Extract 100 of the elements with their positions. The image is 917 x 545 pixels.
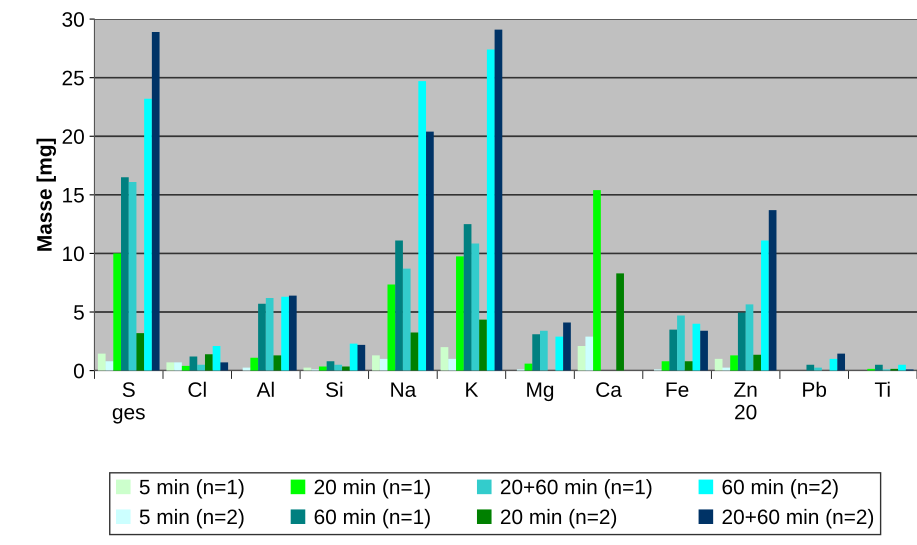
bar: [662, 361, 670, 371]
legend-label: 5 min (n=1): [140, 479, 244, 498]
bar: [197, 364, 205, 371]
bar: [418, 81, 426, 371]
legend-label: 60 min (n=1): [314, 508, 430, 528]
legend-label: 5 min (n=2): [140, 508, 244, 528]
bar: [563, 322, 571, 371]
x-tick-label: Ca: [596, 382, 622, 398]
legend-label: 20+60 min (n=2): [722, 508, 874, 528]
bar: [152, 32, 160, 371]
bar: [540, 330, 548, 371]
bar: [761, 240, 769, 371]
x-tick-label: K: [466, 382, 478, 397]
bar: [440, 347, 448, 371]
x-tick-label: Mg: [527, 382, 554, 402]
bar: [380, 358, 388, 371]
bar: [524, 364, 532, 371]
x-tick-label: Na: [391, 382, 416, 398]
bar: [730, 355, 738, 371]
bar: [814, 368, 822, 371]
y-tick-label: 0: [74, 364, 84, 378]
bar: [220, 362, 228, 371]
bar: [555, 336, 564, 371]
bar: [174, 362, 182, 371]
bar: [898, 364, 906, 371]
y-tick-label: 20: [62, 129, 84, 144]
bar: [830, 358, 838, 371]
bar: [479, 320, 487, 371]
bar: [426, 132, 434, 371]
bar: [448, 358, 456, 371]
x-tick-label: Al: [256, 382, 274, 397]
bar: [875, 364, 883, 371]
bar: [669, 330, 678, 371]
x-tick-label: Fe: [666, 382, 688, 398]
bar: [700, 330, 708, 371]
bar: [746, 304, 754, 371]
bar: [837, 354, 846, 371]
bar: [304, 368, 312, 371]
bar: [471, 243, 480, 371]
bar: [593, 190, 601, 371]
bar: [372, 355, 380, 371]
bar: [250, 358, 258, 371]
bar: [464, 224, 472, 371]
bar: [395, 240, 403, 371]
x-tick-label: Pb: [803, 382, 826, 398]
y-tick-label: 5: [74, 305, 84, 320]
y-tick-label: 15: [63, 188, 84, 203]
y-tick-label: 25: [62, 70, 84, 86]
bar: [274, 355, 282, 371]
bar: [136, 333, 144, 371]
legend-label: 60 min (n=2): [722, 479, 838, 498]
x-tick-label: S ges: [112, 382, 145, 424]
y-tick-label: 30: [62, 12, 84, 27]
bar: [182, 366, 190, 371]
x-tick-label: Ti: [874, 382, 890, 397]
bar: [578, 346, 586, 371]
bar: [532, 334, 540, 371]
bar: [585, 336, 594, 371]
y-tick-label: 10: [63, 246, 84, 262]
bar: [106, 361, 114, 371]
bar: [190, 356, 198, 371]
legend-label: 20 min (n=1): [314, 479, 430, 498]
bar: [410, 332, 418, 371]
bar: [753, 354, 762, 371]
bar: [456, 256, 464, 371]
bar: [350, 344, 358, 371]
x-tick-label: Zn 20: [734, 382, 756, 420]
bar: [288, 296, 297, 371]
bar: [357, 344, 366, 371]
bar: [714, 358, 722, 371]
bar: [281, 296, 289, 371]
bar: [166, 362, 174, 371]
bar: [402, 268, 411, 371]
bar: [113, 253, 122, 371]
bar: [144, 98, 152, 371]
bar: [806, 364, 814, 371]
bar: [242, 368, 250, 371]
bar: [318, 366, 327, 371]
bar: [486, 50, 495, 371]
bar: [258, 304, 266, 371]
bar: [266, 298, 274, 371]
bar: [326, 361, 334, 371]
legend-label: 20 min (n=2): [500, 508, 616, 528]
bar: [692, 324, 700, 371]
bar: [204, 354, 213, 371]
bar: [738, 312, 746, 371]
bar: [722, 368, 730, 371]
legend-label: 20+60 min (n=1): [500, 479, 652, 498]
bar: [616, 273, 624, 371]
bar: [342, 366, 350, 371]
bar: [334, 364, 342, 371]
bar: [212, 346, 220, 371]
bar: [494, 30, 502, 371]
bar: [387, 284, 396, 371]
bar: [684, 361, 693, 371]
y-axis-title: Masse [mg]: [36, 138, 56, 251]
bar: [121, 177, 129, 371]
x-tick-label: Si: [326, 382, 342, 398]
bar: [677, 316, 685, 371]
bar: [98, 354, 106, 371]
